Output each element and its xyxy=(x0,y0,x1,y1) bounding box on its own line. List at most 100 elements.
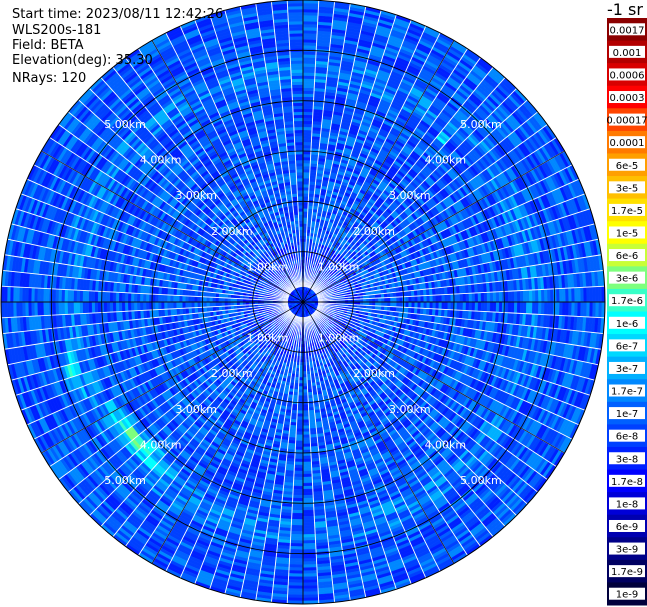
range-gate xyxy=(444,294,449,303)
range-gate xyxy=(492,291,497,303)
range-gate xyxy=(302,226,308,230)
range-gate xyxy=(531,289,536,303)
range-gate xyxy=(302,54,317,58)
range-gate xyxy=(302,171,311,176)
range-gate xyxy=(302,190,310,194)
range-gate xyxy=(562,301,566,316)
range-gate xyxy=(302,202,309,206)
range-gate xyxy=(465,293,470,303)
range-gate xyxy=(302,211,308,215)
range-gate xyxy=(468,292,473,303)
range-gate xyxy=(544,301,548,316)
range-gate xyxy=(459,293,464,303)
range-gate xyxy=(302,63,316,67)
range-gate xyxy=(438,301,443,310)
range-gate xyxy=(480,301,485,312)
range-gate xyxy=(426,295,431,303)
range-gate xyxy=(302,72,316,77)
range-gate xyxy=(302,205,309,209)
range-gate xyxy=(387,297,391,303)
range-gate xyxy=(541,289,545,303)
range-gate xyxy=(302,187,310,191)
range-gate xyxy=(378,301,382,307)
range-gate xyxy=(302,45,317,49)
range-gate xyxy=(462,293,467,303)
range-gate xyxy=(559,288,563,303)
range-gate xyxy=(420,301,425,309)
range-gate xyxy=(510,301,515,314)
range-gate xyxy=(414,301,418,309)
range-gate xyxy=(528,301,533,315)
range-gate xyxy=(474,292,479,303)
range-gate xyxy=(417,295,421,303)
range-gate xyxy=(522,301,527,314)
range-gate xyxy=(302,214,308,218)
range-gate xyxy=(302,81,315,86)
range-gate xyxy=(528,289,533,303)
range-gate xyxy=(486,291,491,303)
range-gate xyxy=(375,301,379,307)
range-gate xyxy=(375,297,379,303)
range-gate xyxy=(302,51,317,55)
range-gate xyxy=(544,288,548,303)
range-gate xyxy=(302,75,316,80)
range-gate xyxy=(387,301,391,307)
range-gate xyxy=(474,301,479,312)
range-gate xyxy=(420,295,425,303)
range-gate xyxy=(459,301,464,311)
range-gate xyxy=(390,297,394,303)
range-gate xyxy=(384,301,388,307)
range-gate xyxy=(302,57,317,61)
range-gate xyxy=(396,296,400,303)
range-gate xyxy=(456,293,461,303)
range-gate xyxy=(302,66,316,70)
range-gate xyxy=(302,196,309,200)
range-gate xyxy=(465,301,470,311)
range-gate xyxy=(302,69,316,73)
range-gate xyxy=(302,159,311,164)
range-gate xyxy=(302,120,313,125)
range-gate xyxy=(302,220,308,224)
range-gate xyxy=(302,199,309,203)
range-gate xyxy=(302,208,309,212)
range-gate xyxy=(302,193,309,197)
range-gate xyxy=(501,301,506,313)
range-gate xyxy=(435,294,440,303)
range-gate xyxy=(393,301,397,308)
range-gate xyxy=(302,87,315,92)
range-gate xyxy=(447,294,452,303)
range-gate xyxy=(411,295,415,303)
range-gate xyxy=(302,39,317,43)
range-gate xyxy=(302,180,310,185)
range-gate xyxy=(302,105,314,110)
range-gate xyxy=(302,99,314,104)
range-gate xyxy=(302,108,314,113)
range-gate xyxy=(483,292,488,303)
range-gate xyxy=(432,301,437,310)
range-gate xyxy=(429,301,434,310)
range-gate xyxy=(302,117,313,122)
range-gate xyxy=(462,301,467,311)
range-gate xyxy=(498,301,503,313)
range-gate xyxy=(538,289,542,303)
range-gate xyxy=(489,301,494,313)
range-gate xyxy=(302,138,312,143)
range-gate xyxy=(535,301,539,315)
range-gate xyxy=(550,301,554,316)
range-gate xyxy=(399,301,403,308)
range-gate xyxy=(501,291,506,303)
range-gate xyxy=(402,296,406,303)
range-gate xyxy=(302,114,314,119)
range-gate xyxy=(547,288,551,303)
range-gate xyxy=(302,177,310,182)
range-gate xyxy=(402,301,406,308)
range-gate xyxy=(302,165,311,170)
range-gate xyxy=(435,301,440,310)
range-gate xyxy=(444,301,449,310)
range-gate xyxy=(547,301,551,316)
range-gate xyxy=(556,288,560,303)
range-gate xyxy=(495,301,500,313)
range-gate xyxy=(302,93,315,98)
range-gate xyxy=(477,292,482,303)
range-gate xyxy=(378,297,382,303)
